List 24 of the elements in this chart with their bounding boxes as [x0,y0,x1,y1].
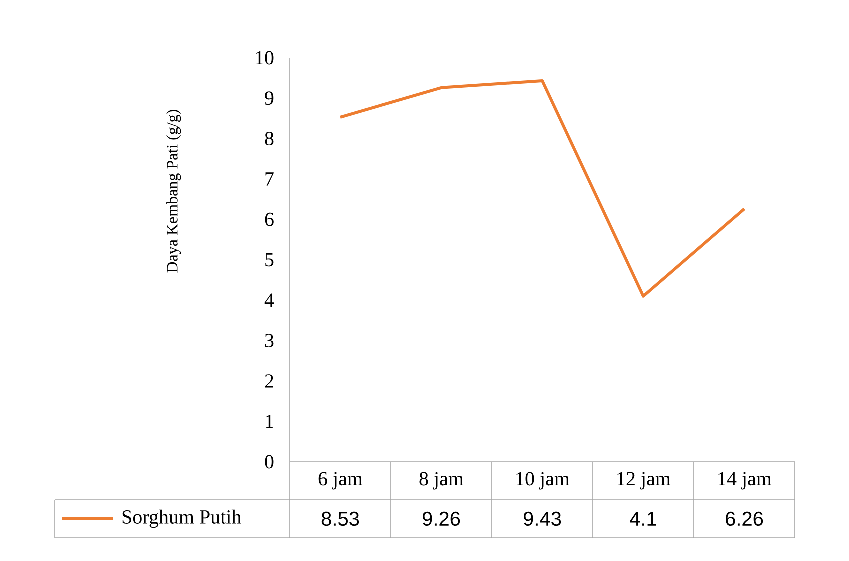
data-label: 9.26 [422,512,460,526]
y-tick-label: 7 [266,172,274,186]
x-tick-label: 12 jam [618,472,671,490]
y-tick-label: 3 [265,334,274,348]
x-tick-label: 14 jam [718,472,772,490]
x-tick-label: 6 jam [318,472,363,490]
data-label: 6.26 [726,512,764,526]
y-tick-label: 5 [266,253,274,267]
line-series [339,80,746,298]
legend-label: Sorghum Putih [122,510,242,528]
y-tick-label: 6 [265,212,274,226]
y-tick-label: 0 [265,455,274,469]
y-tick-label: 1 [266,414,274,428]
data-label: 8.53 [322,512,360,526]
x-tick-label: 8 jam [420,472,464,490]
data-label: 4.1 [630,512,656,526]
y-tick-label: 8 [265,132,274,146]
y-tick-label: 2 [265,374,274,388]
y-tick-label: 4 [264,294,274,307]
y-axis-title: Daya Kembang Pati (g/g) [166,110,182,273]
y-tick-label: 9 [265,92,274,106]
x-tick-label: 10 jam [516,472,570,490]
y-tick-label: 10 [256,51,274,65]
data-label: 9.43 [524,512,562,526]
